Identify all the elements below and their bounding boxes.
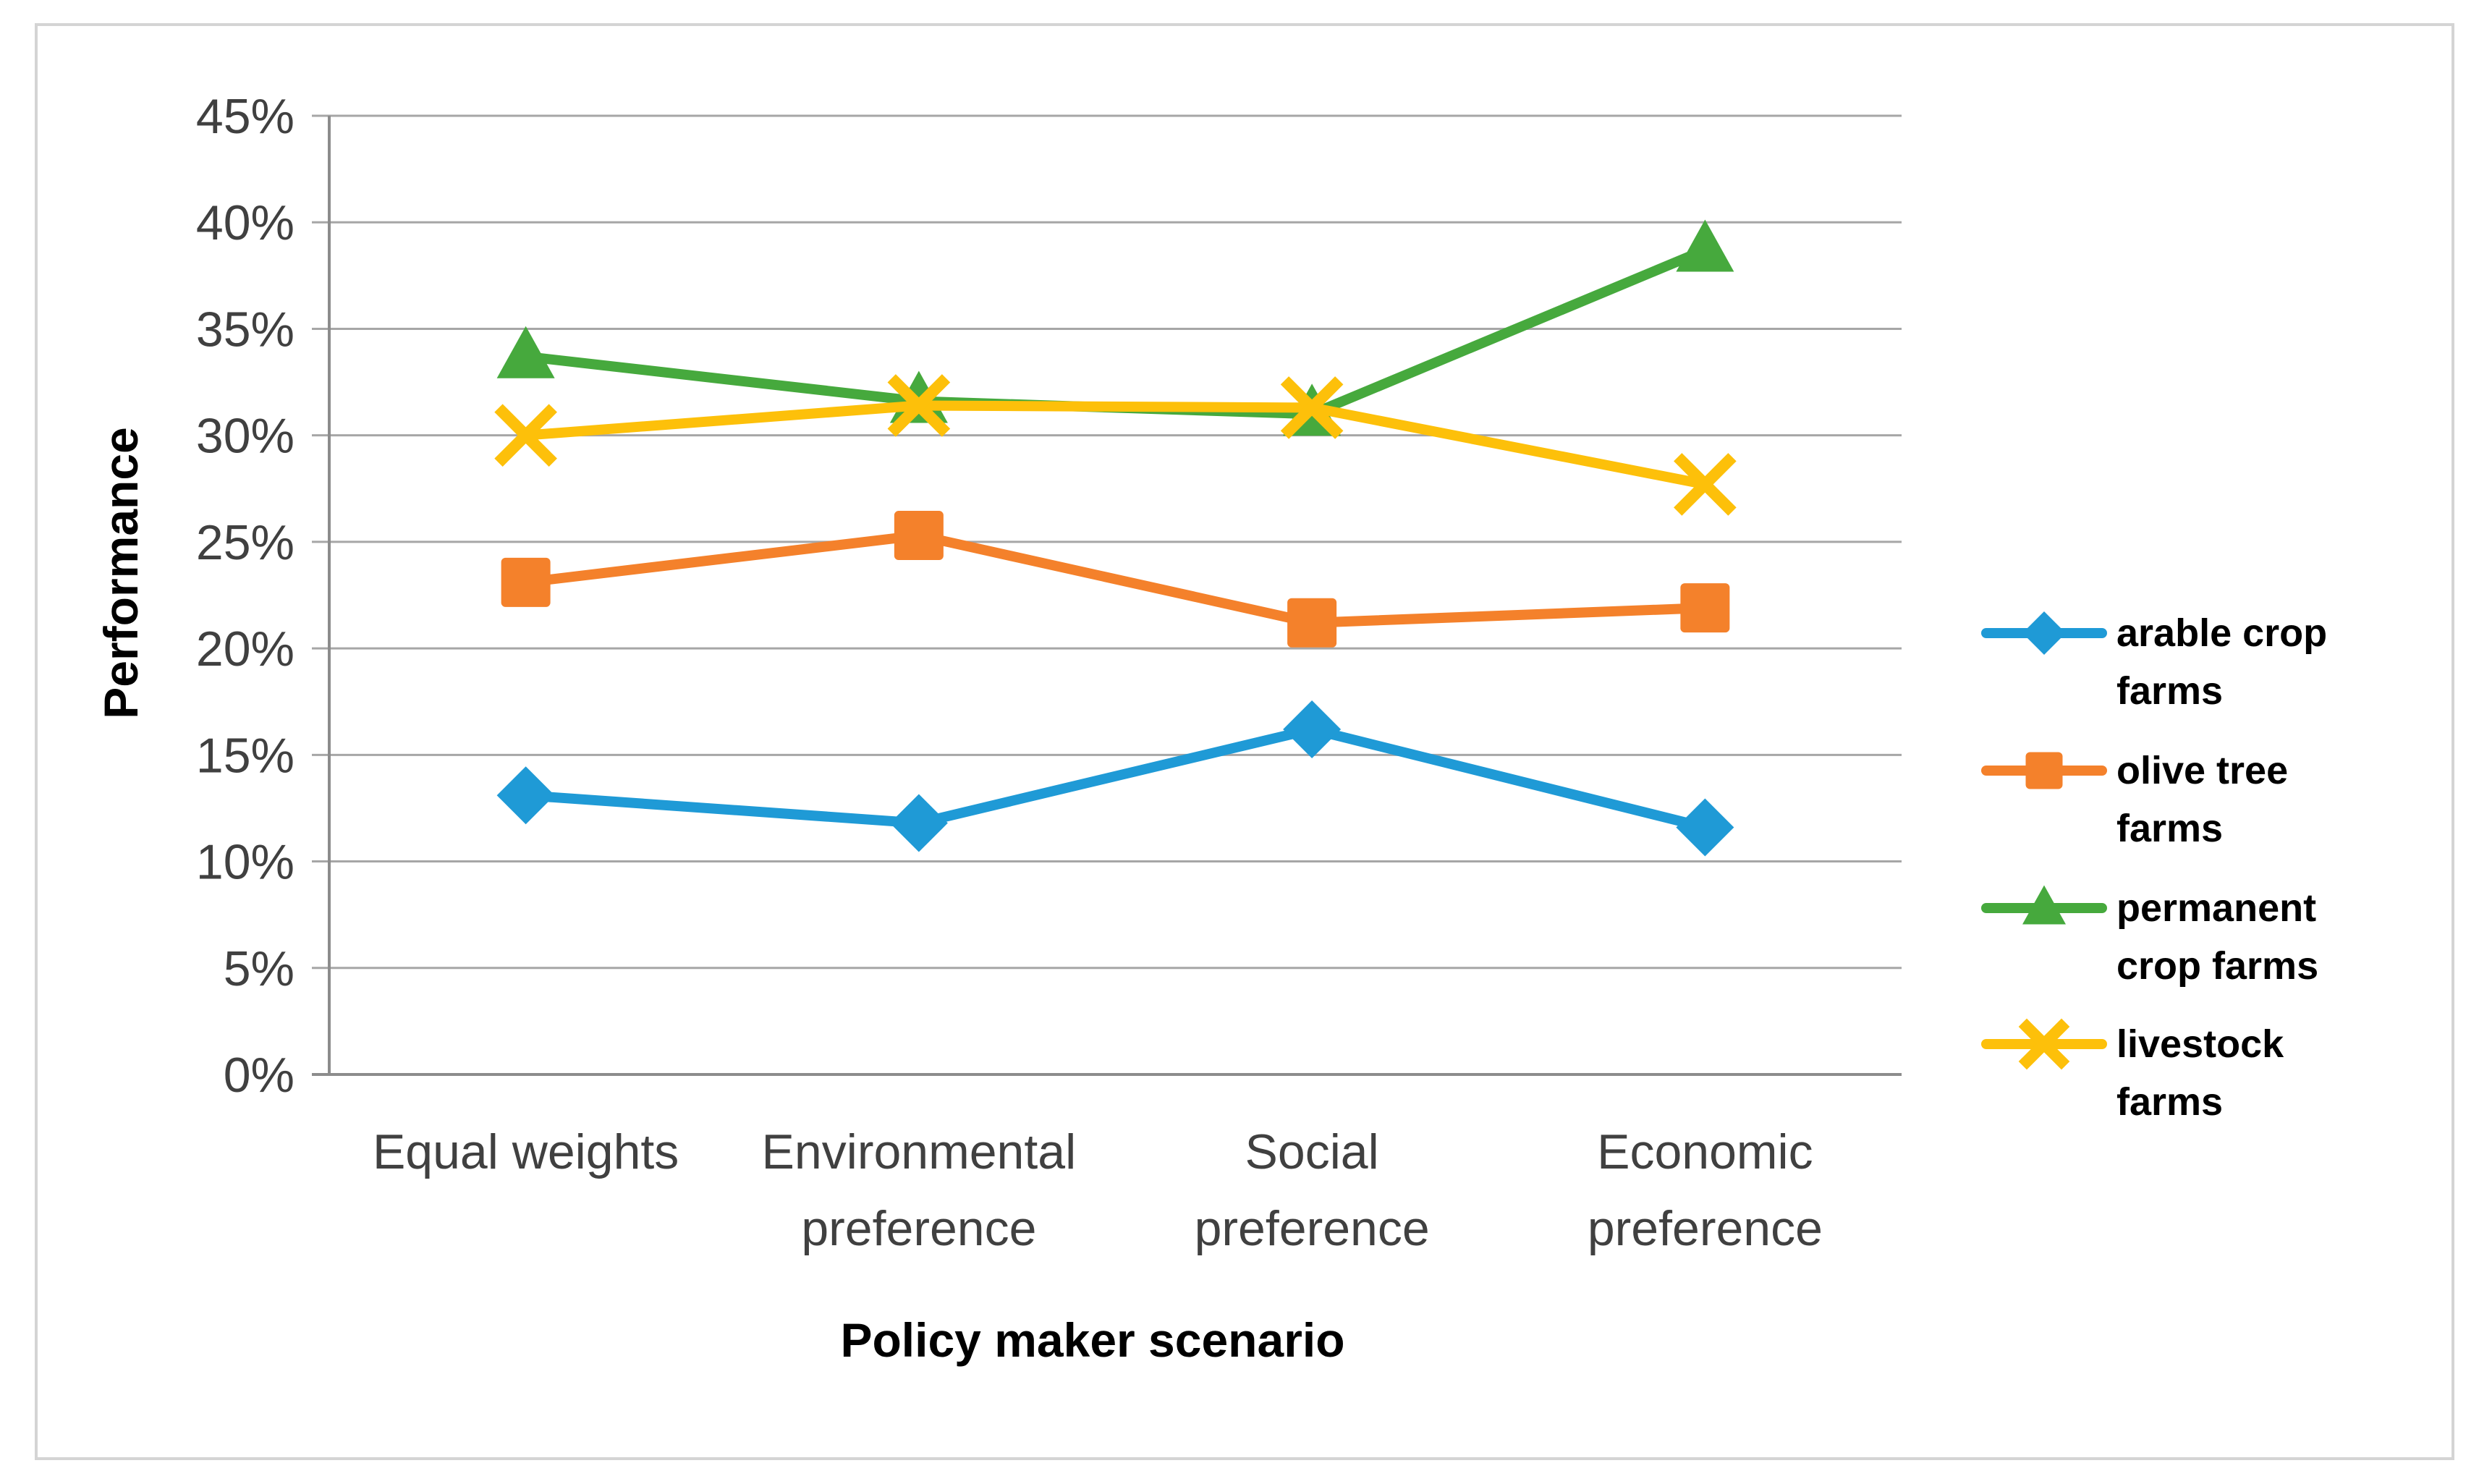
- legend-item: permanent crop farms: [1981, 885, 2318, 988]
- marker-stroke: [2018, 1018, 2070, 1070]
- y-tick-label: 20%: [196, 622, 294, 677]
- data-point-marker: [894, 511, 944, 561]
- series-livestock-farms: [494, 374, 1737, 516]
- data-point-marker: [1676, 219, 1734, 272]
- legend-label: olive tree farms: [2116, 749, 2288, 850]
- y-tick-label: 0%: [224, 1048, 294, 1103]
- y-axis-title: Performance: [94, 427, 148, 719]
- series-line: [520, 400, 1711, 490]
- x-axis-ticks: Equal weights Environmental preference Soci…: [373, 1124, 1823, 1256]
- data-point-marker: [501, 557, 551, 607]
- series-line: [520, 724, 1711, 833]
- y-tick-label: 40%: [196, 195, 294, 250]
- data-point-marker: [1676, 798, 1734, 857]
- y-tick-label: 35%: [196, 302, 294, 357]
- data-point-marker: [887, 374, 951, 437]
- legend-label: arable crop farms: [2116, 611, 2327, 713]
- series-line: [520, 530, 1711, 628]
- data-point-marker: [1674, 453, 1737, 516]
- gridlines: [312, 114, 1902, 1076]
- series-arable-crop-farms: [496, 700, 1734, 857]
- data-point-marker: [496, 326, 555, 378]
- data-point-marker: [2025, 752, 2063, 789]
- data-point-marker: [2022, 611, 2066, 655]
- legend-item: olive tree farms: [1981, 749, 2288, 850]
- y-tick-label: 25%: [196, 515, 294, 570]
- y-tick-label: 15%: [196, 728, 294, 783]
- legend: arable crop farms olive tree farms permanent…: [1981, 611, 2327, 1124]
- data-point-marker: [494, 404, 557, 467]
- marker-stroke: [494, 404, 557, 467]
- marker-stroke: [887, 374, 951, 437]
- data-point-marker: [1280, 376, 1344, 439]
- data-point-marker: [1283, 700, 1342, 758]
- marker-stroke: [1280, 376, 1344, 439]
- data-point-marker: [2018, 1018, 2070, 1070]
- y-tick-label: 30%: [196, 409, 294, 464]
- legend-label: livestock farms: [2116, 1022, 2284, 1124]
- y-tick-label: 45%: [196, 89, 294, 144]
- data-point-marker: [889, 794, 948, 852]
- y-tick-label: 10%: [196, 835, 294, 890]
- y-tick-label: 5%: [224, 941, 294, 996]
- x-tick-label: Environmental preference: [762, 1124, 1077, 1256]
- series-lines: [494, 219, 1737, 857]
- series-line: [520, 245, 1711, 420]
- x-axis-title: Policy maker scenario: [840, 1313, 1344, 1367]
- x-tick-label: Social preference: [1195, 1124, 1430, 1256]
- x-tick-label: Economic preference: [1588, 1124, 1823, 1256]
- data-point-marker: [1680, 583, 1730, 633]
- y-axis-ticks: 0% 5% 10% 15% 20% 25% 30% 35% 40% 45%: [196, 89, 294, 1103]
- data-point-marker: [1287, 598, 1337, 648]
- data-point-marker: [496, 766, 555, 825]
- series-olive-tree-farms: [501, 511, 1730, 648]
- x-tick-label: Equal weights: [373, 1124, 679, 1179]
- legend-label: permanent crop farms: [2116, 886, 2318, 988]
- legend-item: livestock farms: [1981, 1018, 2284, 1124]
- data-point-marker: [2022, 885, 2066, 925]
- marker-stroke: [1674, 453, 1737, 516]
- legend-item: arable crop farms: [1981, 611, 2327, 713]
